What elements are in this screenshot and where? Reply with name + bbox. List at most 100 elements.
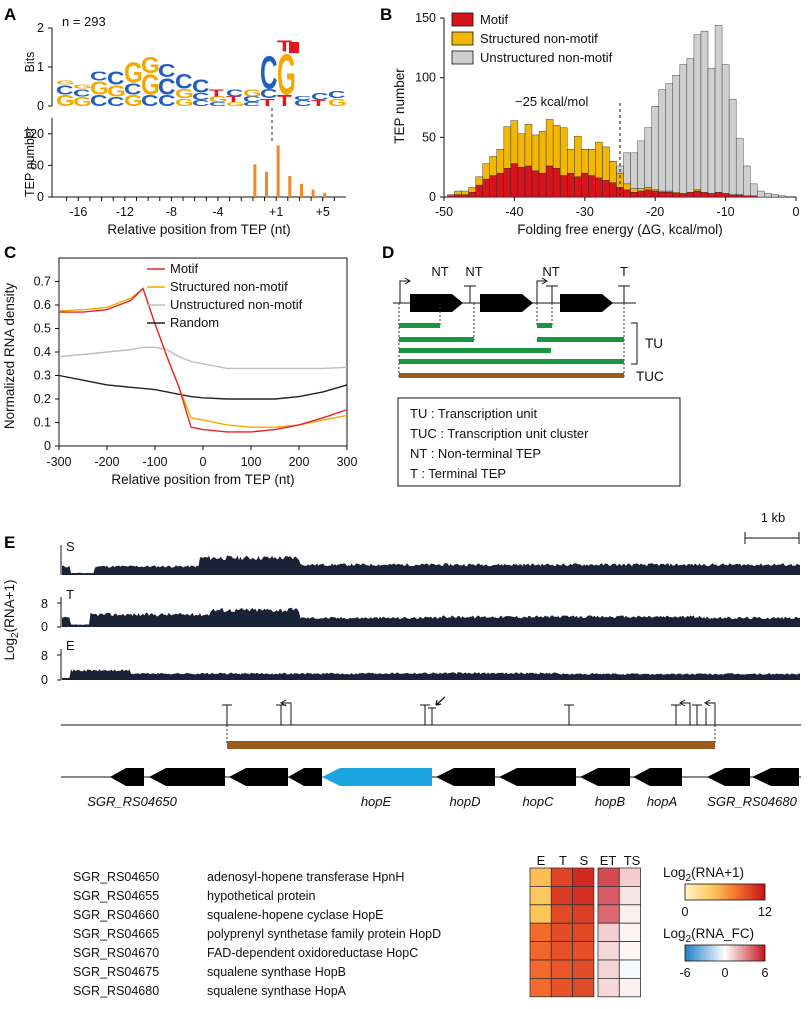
hist-xtick-label: -12 (116, 205, 134, 219)
logo-letter: G (56, 93, 75, 110)
gene-id: SGR_RS04660 (73, 908, 159, 922)
panel-c-ylabel: Normalized RNA density (2, 283, 17, 430)
logo-letter: C (294, 99, 312, 108)
track-e-ytick-top: 8 (41, 649, 48, 663)
panel-b-bar (630, 192, 638, 198)
arrow-head-icon (404, 277, 411, 285)
gene-label: SGR_RS04680 (707, 794, 797, 809)
panel-e: E 1 kb Log2(RNA+1) S T 8 0 E 8 0 (2, 510, 801, 998)
logo-ytick-label: 2 (37, 21, 44, 35)
heatmap-cell (529, 941, 552, 961)
gene-sgr-rs04660-b (288, 768, 322, 786)
logo-letter: C (175, 70, 193, 93)
arrow-head-icon (679, 699, 686, 707)
legend-motif: Motif (480, 12, 509, 27)
panel-b-bar (637, 140, 645, 189)
heatmap-fc-cell (618, 959, 641, 979)
panel-b-bar (721, 193, 730, 198)
panel-b-bar (672, 193, 681, 198)
sequence-logo: GCGGCGCGCCGCGCGCGGCCCGGCCCCCGTGTCCCGTCCT… (56, 38, 347, 109)
panel-b-bar (496, 172, 505, 198)
hist-ytick-label: 0 (37, 190, 44, 204)
gene-id: SGR_RS04665 (73, 927, 159, 941)
logo-letter: C (260, 87, 278, 102)
tuc-bar-e (227, 741, 715, 749)
logo-ytick-label: 0 (37, 99, 44, 113)
cbar-expression-max: 12 (758, 905, 772, 919)
panel-b-bar (588, 175, 596, 198)
cbar-expression-title: Log2(RNA+1) (663, 865, 744, 884)
coverage-track-e (62, 669, 800, 680)
logo-letter: C (141, 93, 159, 110)
logo-letter: G (226, 101, 245, 107)
promoter-marker (282, 702, 292, 725)
hist-y-ticks: 0 60 120 (23, 127, 52, 204)
panel-b-bar (623, 152, 631, 185)
heatmap-cell (550, 959, 573, 979)
panel-b-bar (489, 175, 498, 198)
heatmap-col-ts: TS (624, 853, 641, 868)
panel-b-bar (609, 182, 617, 198)
panel-c-ytick-label: 0.5 (34, 322, 51, 336)
heatmap-fc-cell (618, 904, 641, 924)
heatmap-col-t: T (559, 853, 567, 868)
logo-letter: C (328, 89, 346, 101)
panel-b-ylabel: TEP number (392, 68, 407, 144)
panel-b-bar (524, 165, 533, 198)
panel-b-bar (559, 127, 568, 176)
heatmap-cell (572, 941, 595, 961)
panel-b-bar (503, 168, 512, 198)
gene-arrow (480, 294, 533, 312)
panel-a-label: A (4, 5, 16, 24)
panel-b-bar (538, 172, 547, 198)
panel-b-xtick-label: -40 (505, 205, 523, 219)
tuc-bar (399, 373, 624, 378)
coverage-track-t (62, 607, 800, 627)
panel-b-bar (665, 83, 674, 192)
heatmap-fold-change (597, 867, 641, 998)
panel-b-bar (454, 194, 462, 198)
gene-description: squalene-hopene cyclase HopE (207, 908, 384, 922)
promoter-arrow (399, 280, 409, 303)
arrow-head-icon (704, 699, 711, 707)
promoter-arrow (536, 280, 546, 303)
logo-letter: G (73, 84, 92, 90)
heatmap-cell (550, 904, 573, 924)
arrow-head-icon (280, 699, 287, 707)
heatmap-col-s: S (580, 853, 589, 868)
logo-letter: G (124, 93, 143, 110)
panel-c-xtick-label: 0 (200, 455, 207, 469)
tu-bar (399, 337, 474, 342)
heatmap-cell (529, 886, 552, 906)
cbar-fc (684, 944, 766, 962)
terminator-marker (420, 704, 430, 725)
panel-b-bar (630, 152, 638, 189)
gene-id: SGR_RS04670 (73, 946, 159, 960)
panel-b-xlabel: Folding free energy (ΔG, kcal/mol) (517, 222, 723, 237)
panel-b-bar (517, 133, 526, 168)
tep-label-nt: NT (542, 264, 559, 279)
logo-letter: C (209, 101, 227, 107)
heatmap-cell (529, 922, 552, 943)
definition-nt: NT : Non-terminal TEP (410, 446, 541, 461)
gene-description: squalene synthase HopB (207, 965, 346, 979)
logo-letter: C (107, 95, 125, 110)
panel-b-bar (700, 192, 709, 198)
panel-a-xlabel: Relative position from TEP (nt) (107, 222, 290, 237)
panel-b-bar (651, 190, 659, 198)
heatmap-fc-cell (618, 867, 641, 887)
n-count: n = 293 (62, 14, 106, 29)
logo-letter: T (209, 87, 225, 99)
panel-d: D NT NT NT T TU (382, 243, 681, 487)
logo-letter: C (192, 99, 210, 108)
panel-b-bar (581, 149, 589, 174)
tu-bar (537, 323, 552, 328)
panel-b-bar (468, 187, 476, 193)
panel-b-bar (545, 119, 554, 167)
panel-c: C Normalized RNA density 0 0.1 0.2 0.3 0.4 0.… (2, 243, 357, 487)
panel-c-series-line (58, 287, 348, 428)
hist-xtick-label: -8 (166, 205, 177, 219)
panel-b-bar (679, 64, 688, 194)
logo-letter: G (124, 57, 143, 89)
track-t-ytick-bottom: 0 (41, 620, 48, 634)
